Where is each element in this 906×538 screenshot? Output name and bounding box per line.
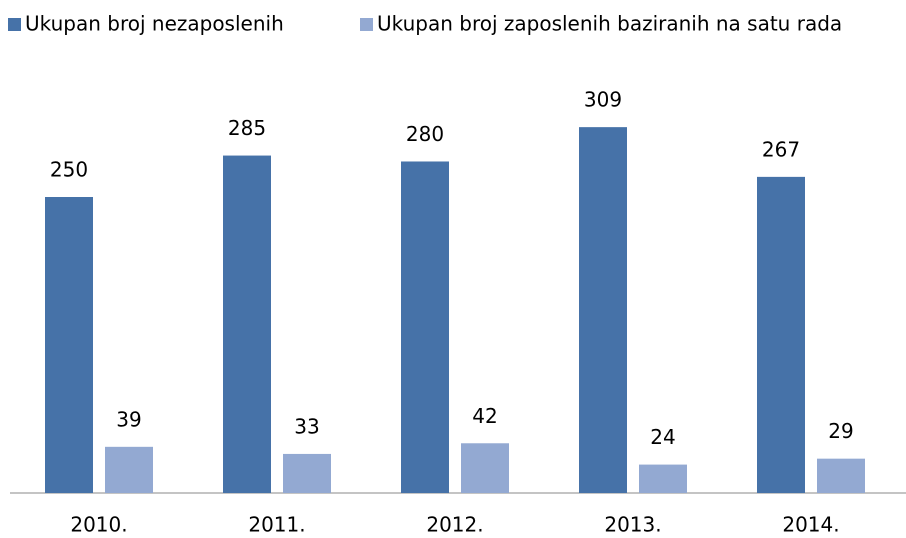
data-label: 24 <box>650 425 675 449</box>
bar <box>639 464 687 493</box>
bar <box>401 161 449 494</box>
bar <box>283 453 331 493</box>
x-tick-label: 2010. <box>70 513 127 537</box>
x-tick-label: 2014. <box>782 513 839 537</box>
x-tick-label: 2011. <box>248 513 305 537</box>
bar <box>817 458 865 493</box>
bar <box>579 127 627 494</box>
data-label: 39 <box>116 407 141 431</box>
data-label: 280 <box>406 122 444 146</box>
legend-swatch <box>8 18 21 31</box>
bar <box>223 155 271 493</box>
data-label: 33 <box>294 414 319 438</box>
data-label: 267 <box>762 137 800 161</box>
data-label: 285 <box>228 116 266 140</box>
bar <box>105 446 153 493</box>
data-label: 29 <box>828 419 853 443</box>
data-label: 309 <box>584 88 622 112</box>
bar <box>757 176 805 493</box>
x-tick-label: 2013. <box>604 513 661 537</box>
legend-label: Ukupan broj nezaposlenih <box>25 12 284 36</box>
bar <box>461 443 509 493</box>
legend-label: Ukupan broj zaposlenih baziranih na satu… <box>377 12 842 36</box>
data-label: 42 <box>472 404 497 428</box>
x-tick-label: 2012. <box>426 513 483 537</box>
bar <box>45 197 93 493</box>
legend-swatch <box>360 18 373 31</box>
data-label: 250 <box>50 158 88 182</box>
